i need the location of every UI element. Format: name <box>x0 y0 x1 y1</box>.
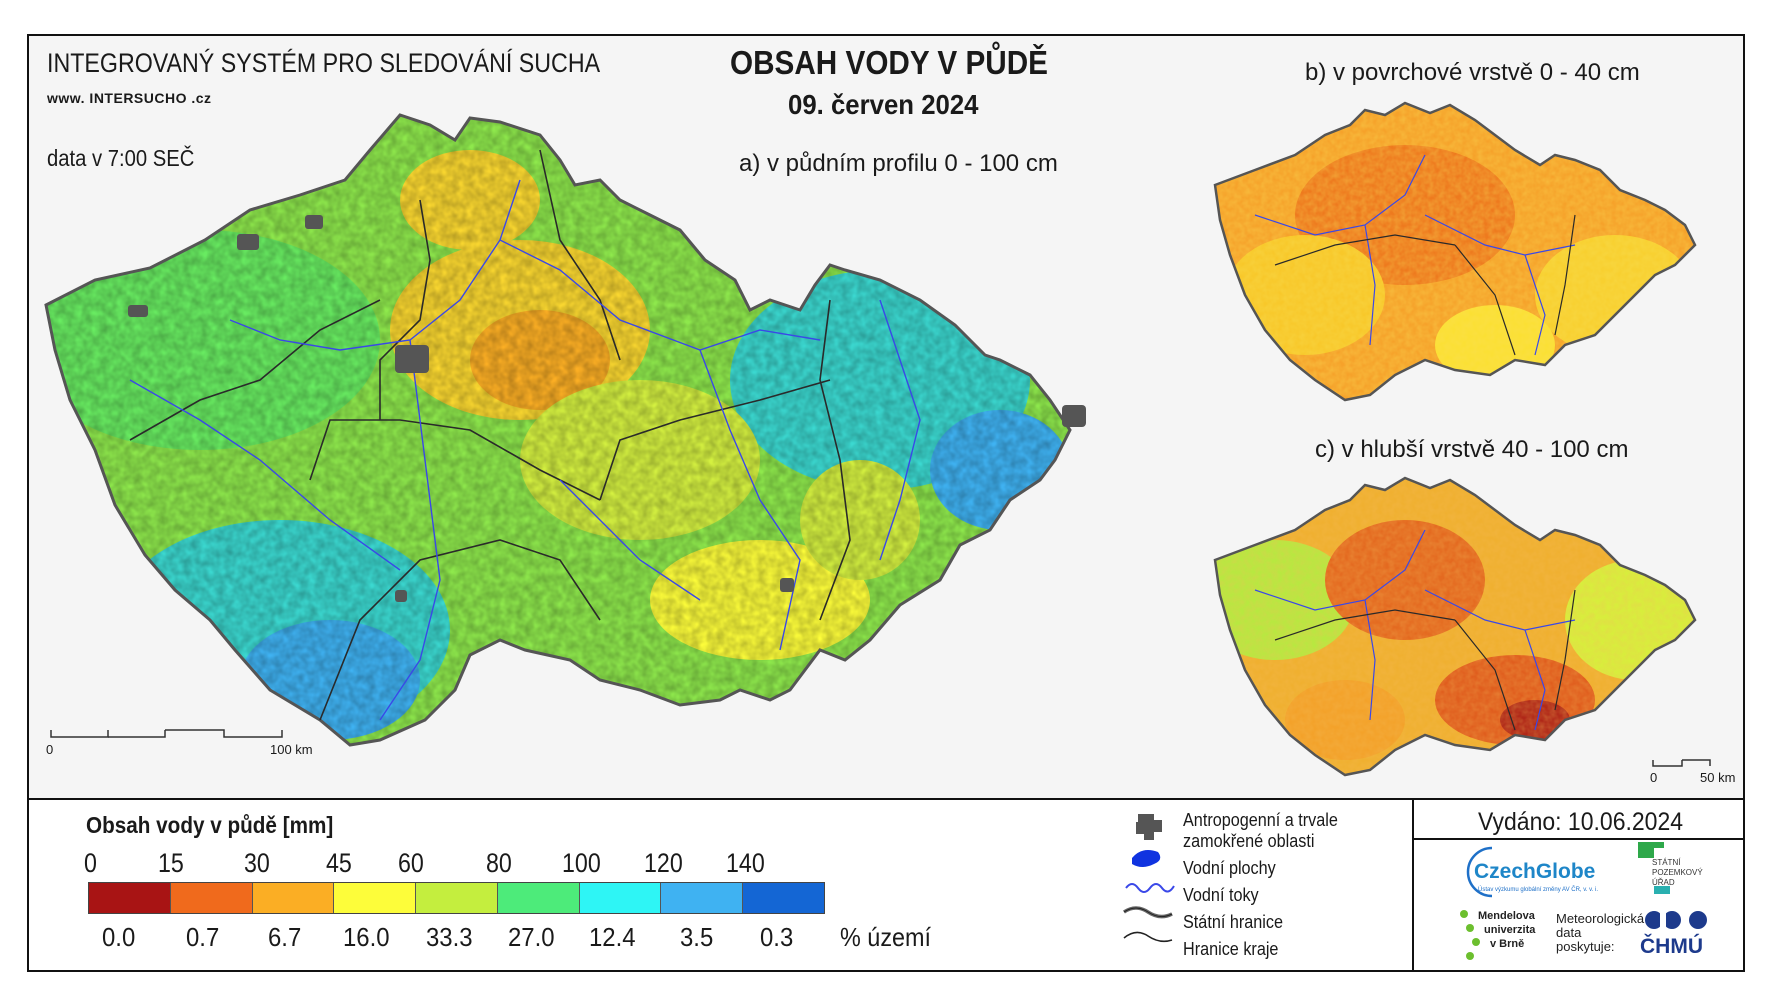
class-percent: 27.0 <box>508 922 555 952</box>
map-b-label: b) v povrchové vrstvě 0 - 40 cm <box>1305 59 1640 86</box>
class-percent: 12.4 <box>589 922 636 952</box>
mendel-text-2: univerzita <box>1484 924 1536 936</box>
chmu-text: ČHMÚ <box>1640 935 1703 958</box>
class-percent: 0.3 <box>760 922 794 952</box>
threshold-label: 45 <box>326 848 352 878</box>
legend-color-swatch <box>415 883 497 913</box>
threshold-label: 60 <box>398 848 424 878</box>
scale-bar-c <box>1652 759 1711 767</box>
state-border-label: Státní hranice <box>1183 912 1283 932</box>
czechglobe-logo <box>1466 846 1493 898</box>
water-body-icon <box>1132 850 1161 867</box>
mendel-logo-dots <box>1460 910 1480 960</box>
legend-color-swatch <box>251 883 334 913</box>
main-title: OBSAH VODY V PŮDĚ <box>730 44 1048 81</box>
map-c-label: c) v hlubší vrstvě 40 - 100 cm <box>1315 436 1629 463</box>
class-percent: 16.0 <box>343 922 390 952</box>
legend-divider <box>27 798 1745 800</box>
scale-c-start: 0 <box>1650 770 1658 785</box>
map-a-label: a) v půdním profilu 0 - 100 cm <box>739 150 1058 177</box>
map-c-deeper-layer <box>1213 476 1711 777</box>
legend-color-swatch <box>742 883 825 913</box>
anthropogenic-label-2: zamokřené oblasti <box>1183 831 1315 851</box>
chmu-logo-mark <box>1645 911 1707 929</box>
region-border-label: Hranice kraje <box>1183 939 1279 959</box>
legend-color-swatch <box>660 883 743 913</box>
threshold-label: 0 <box>84 848 97 878</box>
percent-unit: % území <box>840 922 932 952</box>
anthropogenic-label-1: Antropogenní a trvale <box>1183 810 1338 830</box>
met-data-text-1: Meteorologická <box>1556 911 1645 926</box>
system-title: INTEGROVANÝ SYSTÉM PRO SLEDOVÁNÍ SUCHA <box>47 48 601 78</box>
region-border-icon <box>1123 931 1173 943</box>
map-date: 09. červen 2024 <box>788 89 979 120</box>
website-link[interactable]: www. INTERSUCHO .cz <box>47 90 212 106</box>
met-data-text-3: poskytuje: <box>1556 939 1615 954</box>
legend-color-swatch <box>89 883 170 913</box>
footer-horizontal-divider <box>1414 838 1743 840</box>
map-b-surface-layer <box>1213 101 1697 402</box>
czechglobe-subtext: Ústav výzkumu globální změny AV ČR, v. v… <box>1478 887 1599 893</box>
spu-text-3: ÚŘAD <box>1652 878 1675 887</box>
threshold-label: 120 <box>644 848 683 878</box>
water-bodies-label: Vodní plochy <box>1183 858 1276 878</box>
class-percent: 3.5 <box>680 922 714 952</box>
legend-color-swatch <box>578 883 661 913</box>
footer-vertical-divider <box>1412 800 1414 970</box>
mendel-text-3: v Brně <box>1490 938 1525 950</box>
data-time: data v 7:00 SEČ <box>47 145 195 171</box>
legend-color-swatch <box>169 883 252 913</box>
mendel-text-1: Mendelova <box>1478 910 1535 922</box>
spu-logo-mark <box>1638 842 1670 894</box>
threshold-label: 100 <box>562 848 601 878</box>
scale-bar-a <box>50 729 283 738</box>
anthropogenic-area-icon <box>1136 814 1162 840</box>
issued-date: Vydáno: 10.06.2024 <box>1478 808 1684 836</box>
scale-a-end: 100 km <box>270 742 313 757</box>
class-percent: 6.7 <box>268 922 302 952</box>
map-a-total-profile <box>44 113 1086 747</box>
spu-text-2: POZEMKOVÝ <box>1652 868 1703 877</box>
threshold-label: 30 <box>244 848 270 878</box>
scale-c-end: 50 km <box>1700 770 1736 785</box>
legend-title: Obsah vody v půdě [mm] <box>86 812 334 838</box>
legend-colorbar <box>88 882 825 914</box>
class-percent: 33.3 <box>426 922 473 952</box>
threshold-label: 15 <box>158 848 184 878</box>
state-border-icon <box>1123 906 1173 919</box>
water-stream-icon <box>1125 883 1175 893</box>
threshold-label: 140 <box>726 848 765 878</box>
legend-color-swatch <box>496 883 579 913</box>
scale-a-start: 0 <box>46 742 54 757</box>
legend-color-swatch <box>333 883 416 913</box>
class-percent: 0.0 <box>102 922 136 952</box>
symbol-legend-icons <box>1123 814 1175 943</box>
class-percent: 0.7 <box>186 922 220 952</box>
spu-text-1: STÁTNÍ <box>1652 858 1681 867</box>
met-data-text-2: data <box>1556 925 1582 940</box>
threshold-label: 80 <box>486 848 512 878</box>
czechglobe-text: CzechGlobe <box>1474 860 1596 883</box>
water-streams-label: Vodní toky <box>1183 885 1259 905</box>
